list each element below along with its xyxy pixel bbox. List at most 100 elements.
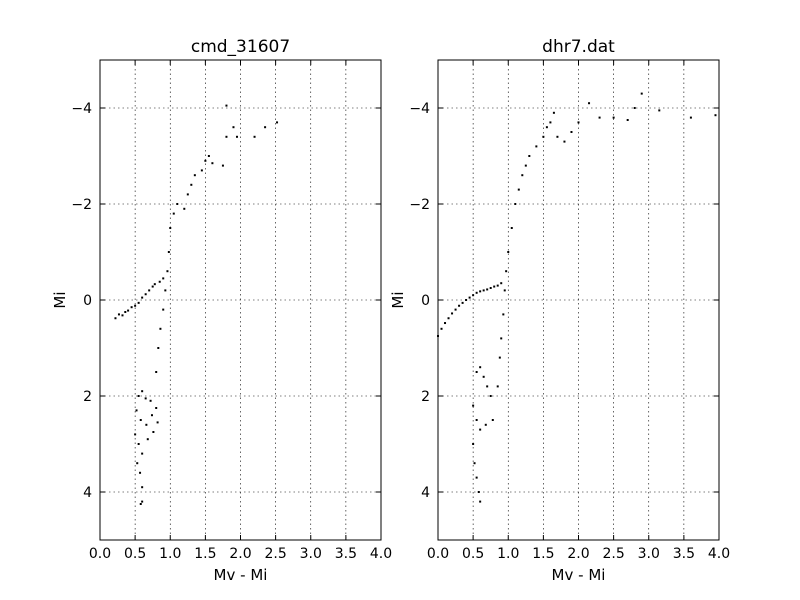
data-point — [598, 116, 601, 119]
data-point — [211, 162, 214, 165]
y-tick-label: −2 — [409, 197, 430, 213]
y-tick-label: 4 — [83, 485, 92, 501]
x-tick-label: 4.0 — [370, 546, 392, 562]
data-point — [164, 289, 167, 292]
data-point — [468, 296, 471, 299]
data-point — [461, 301, 464, 304]
data-point — [225, 135, 228, 138]
x-tick-label: 0.5 — [124, 546, 146, 562]
x-tick-label: 1.5 — [532, 546, 554, 562]
y-tick-label: 2 — [83, 389, 92, 405]
data-point — [503, 289, 506, 292]
x-tick-label: 3.0 — [638, 546, 660, 562]
data-point — [640, 92, 643, 95]
y-axis-label-left: Mi — [51, 291, 69, 308]
x-tick-label: 2.5 — [264, 546, 286, 562]
x-tick-label: 2.0 — [567, 546, 589, 562]
y-tick-label: −2 — [71, 197, 92, 213]
data-point — [146, 438, 149, 441]
y-tick-label: −4 — [409, 101, 430, 117]
data-point — [157, 347, 160, 349]
data-point — [517, 188, 520, 191]
data-point — [588, 102, 591, 105]
data-point — [155, 371, 158, 373]
x-tick-label: 0.0 — [427, 546, 449, 562]
data-point — [498, 356, 501, 359]
data-point — [465, 299, 468, 301]
data-point — [158, 280, 161, 283]
data-point — [141, 500, 144, 503]
y-axis-label-right: Mi — [389, 291, 407, 308]
data-point — [658, 109, 661, 112]
data-point — [176, 203, 179, 205]
data-point — [473, 462, 476, 465]
y-tick-label: 2 — [421, 389, 430, 405]
data-point — [545, 126, 548, 129]
data-point — [440, 327, 443, 330]
data-point — [144, 293, 147, 296]
data-point — [505, 270, 508, 273]
chart-title-left: cmd_31607 — [191, 37, 290, 57]
data-point — [207, 155, 210, 157]
data-point — [166, 270, 169, 273]
data-point — [156, 421, 159, 424]
data-point — [137, 395, 140, 397]
y-tick-label: 0 — [83, 293, 92, 309]
data-point — [714, 114, 717, 117]
data-point — [130, 306, 133, 309]
data-point — [689, 116, 692, 119]
data-point — [570, 131, 573, 133]
data-point — [500, 282, 503, 285]
data-point — [135, 409, 138, 412]
data-point — [162, 277, 165, 280]
data-point — [186, 193, 189, 196]
data-point — [144, 397, 147, 400]
plot-frame — [99, 59, 382, 541]
data-point — [137, 443, 140, 445]
data-point — [152, 431, 155, 433]
plot-frame — [437, 59, 720, 541]
data-point — [137, 301, 140, 304]
data-point — [633, 107, 636, 109]
data-point — [139, 471, 142, 474]
data-point — [484, 423, 487, 426]
data-point — [612, 116, 615, 119]
data-point — [204, 159, 207, 162]
data-point — [510, 227, 513, 229]
data-point — [134, 433, 137, 436]
data-point — [479, 428, 482, 431]
data-point — [496, 385, 499, 388]
data-point — [221, 164, 224, 167]
data-point — [477, 491, 480, 493]
data-point — [458, 304, 461, 307]
data-point — [556, 135, 559, 138]
x-tick-label: 2.5 — [602, 546, 624, 562]
data-point — [524, 164, 527, 167]
data-point — [489, 287, 492, 289]
data-point — [172, 212, 175, 215]
x-tick-label: 1.0 — [159, 546, 181, 562]
data-point — [134, 304, 137, 307]
x-tick-label: 3.5 — [335, 546, 357, 562]
data-point — [479, 500, 482, 503]
data-point — [482, 375, 485, 378]
data-point — [577, 121, 580, 124]
data-point — [479, 366, 482, 369]
panel-dhr7-dat: dhr7.dat Mv - Mi Mi 0.0 0.5 1.0 1.5 2.0 2.5 3.… — [389, 37, 730, 584]
data-point — [190, 183, 193, 186]
data-point — [139, 419, 142, 421]
data-point — [117, 313, 120, 316]
y-tick-label: 4 — [421, 485, 430, 501]
x-axis-label-left: Mv - Mi — [214, 566, 268, 584]
data-point — [549, 121, 552, 124]
data-point — [486, 288, 489, 291]
x-tick-label: 1.0 — [497, 546, 519, 562]
data-point — [141, 390, 144, 393]
data-point — [482, 289, 485, 292]
panel-cmd-31607: cmd_31607 Mv - Mi Mi 0.0 0.5 1.0 1.5 2.0 2.5 3… — [51, 37, 392, 584]
data-point — [447, 317, 450, 320]
data-point — [479, 290, 482, 293]
x-tick-label: 0.0 — [89, 546, 111, 562]
data-point — [114, 317, 117, 320]
data-point — [535, 145, 538, 148]
